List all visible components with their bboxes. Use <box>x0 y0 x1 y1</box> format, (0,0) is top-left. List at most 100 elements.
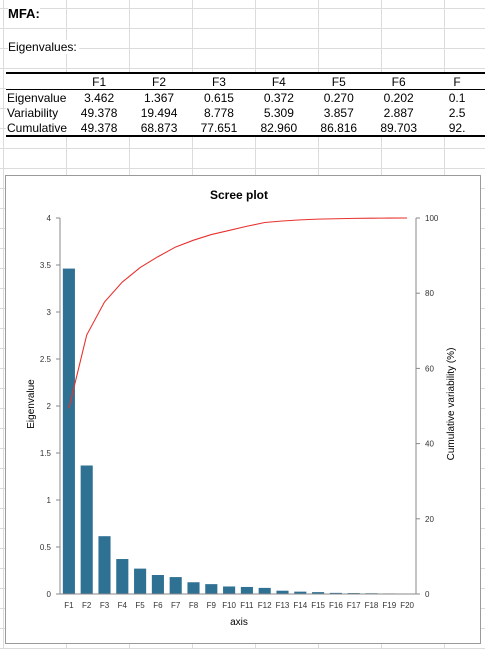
table-row: Eigenvalue 3.462 1.367 0.615 0.372 0.270… <box>6 90 485 106</box>
y2-tick-label: 80 <box>425 289 434 298</box>
y-tick-label: 4 <box>47 214 52 223</box>
x-tick-label: F1 <box>64 601 74 610</box>
x-tick-label: F17 <box>347 601 361 610</box>
bar-F1 <box>62 268 75 594</box>
bar-F9 <box>205 584 218 594</box>
y2-tick-label: 100 <box>425 214 439 223</box>
scree-chart-frame[interactable]: 0 0.5 1 1.5 2 2.5 3 3.5 4 0 20 40 60 80 100 F1 F2 F3 F4 F5 F… <box>5 175 481 644</box>
chart-line-layer <box>68 217 408 409</box>
table-cell: 3.857 <box>323 105 354 120</box>
table-cell: 2.5 <box>448 105 466 120</box>
x-tick-label: F16 <box>329 601 343 610</box>
y2-tick-label: 0 <box>425 590 430 599</box>
table-cell: 68.873 <box>128 120 189 137</box>
table-cell: 86.816 <box>308 120 369 137</box>
table-header-cell: F6 <box>368 72 429 90</box>
row-label: Eigenvalue <box>7 90 67 105</box>
y2-tick-label: 40 <box>425 440 434 449</box>
y2-tick-label: 20 <box>425 515 434 524</box>
table-cell: 2.887 <box>383 105 414 120</box>
x-tick-label: F4 <box>118 601 128 610</box>
results-table-wrap: F1 F2 F3 F4 F5 F6 F Eigenvalue 3.462 1.3… <box>0 72 485 146</box>
eigenvalues-table: F1 F2 F3 F4 F5 F6 F Eigenvalue 3.462 1.3… <box>6 72 485 137</box>
chart-title: Scree plot <box>210 188 268 202</box>
y-tick-label: 0 <box>47 590 52 599</box>
x-tick-label: F8 <box>189 601 199 610</box>
table-header-cell: F <box>428 72 485 90</box>
y-tick-label: 0.5 <box>40 543 52 552</box>
table-cell: 92. <box>428 120 485 137</box>
table-cell: 82.960 <box>248 120 309 137</box>
table-cell: 0.372 <box>263 90 294 105</box>
table-cell: 1.367 <box>144 90 175 105</box>
table-row: Variability 49.378 19.494 8.778 5.309 3.… <box>6 105 485 120</box>
bar-F10 <box>223 586 236 594</box>
table-cell: 77.651 <box>188 120 249 137</box>
row-label: Cumulative <box>6 120 69 137</box>
bar-F12 <box>258 587 271 594</box>
y2-tick-label: 60 <box>425 364 434 373</box>
x-tick-label: F14 <box>293 601 307 610</box>
bar-F11 <box>240 586 253 594</box>
y-tick-label: 2.5 <box>40 355 52 364</box>
x-tick-label: F19 <box>382 601 396 610</box>
y-tick-label: 3 <box>47 308 52 317</box>
bar-F13 <box>276 590 289 594</box>
x-tick-label: F12 <box>258 601 272 610</box>
bar-F14 <box>294 591 307 594</box>
x-tick-label: F2 <box>82 601 92 610</box>
bar-F6 <box>151 575 164 594</box>
table-header-cell <box>6 72 69 90</box>
y2-axis-label: Cumulative variability (%) <box>446 348 457 461</box>
y-axis-label: Eigenvalue <box>26 379 37 429</box>
chart-bars <box>62 268 414 595</box>
bar-F7 <box>169 577 182 594</box>
y-tick-label: 2 <box>47 402 52 411</box>
x-tick-label: F10 <box>222 601 236 610</box>
table-header-cell: F1 <box>68 72 129 90</box>
x-tick-label: F6 <box>153 601 163 610</box>
table-cell: 49.378 <box>80 105 118 120</box>
bar-F5 <box>134 568 147 594</box>
y-tick-label: 3.5 <box>40 261 52 270</box>
x-tick-label: F11 <box>240 601 254 610</box>
x-tick-label: F15 <box>311 601 325 610</box>
bar-F8 <box>187 582 200 594</box>
x-tick-label: F3 <box>100 601 110 610</box>
y-tick-label: 1 <box>47 496 52 505</box>
sheet-heading: MFA: <box>8 6 40 21</box>
x-tick-label: F9 <box>207 601 217 610</box>
table-cell: 0.202 <box>383 90 414 105</box>
x-axis-label: axis <box>230 617 248 628</box>
table-cell: 0.1 <box>448 90 466 105</box>
y-tick-label: 1.5 <box>40 449 52 458</box>
table-cell: 8.778 <box>203 105 234 120</box>
bar-F4 <box>116 559 129 594</box>
x-tick-label: F20 <box>400 601 414 610</box>
table-cell: 0.270 <box>323 90 354 105</box>
table-header-cell: F4 <box>248 72 309 90</box>
bar-F2 <box>80 465 93 594</box>
table-header-cell: F5 <box>308 72 369 90</box>
table-header-row: F1 F2 F3 F4 F5 F6 F <box>6 72 485 90</box>
cumulative-line <box>68 217 408 409</box>
x-tick-label: F5 <box>135 601 145 610</box>
x-tick-label: F7 <box>171 601 181 610</box>
bar-F15 <box>312 592 325 594</box>
table-row: Cumulative 49.378 68.873 77.651 82.960 8… <box>6 120 485 137</box>
sheet-subheading: Eigenvalues: <box>8 40 79 54</box>
table-cell: 0.615 <box>203 90 234 105</box>
bar-F16 <box>329 592 342 594</box>
row-label: Variability <box>7 105 59 120</box>
table-cell: 19.494 <box>140 105 178 120</box>
x-tick-label: F13 <box>276 601 290 610</box>
table-cell: 5.309 <box>263 105 294 120</box>
bar-F3 <box>98 536 111 594</box>
table-header-cell: F2 <box>128 72 189 90</box>
table-cell: 49.378 <box>68 120 129 137</box>
table-cell: 89.703 <box>368 120 429 137</box>
table-cell: 3.462 <box>84 90 115 105</box>
x-tick-label: F18 <box>365 601 379 610</box>
